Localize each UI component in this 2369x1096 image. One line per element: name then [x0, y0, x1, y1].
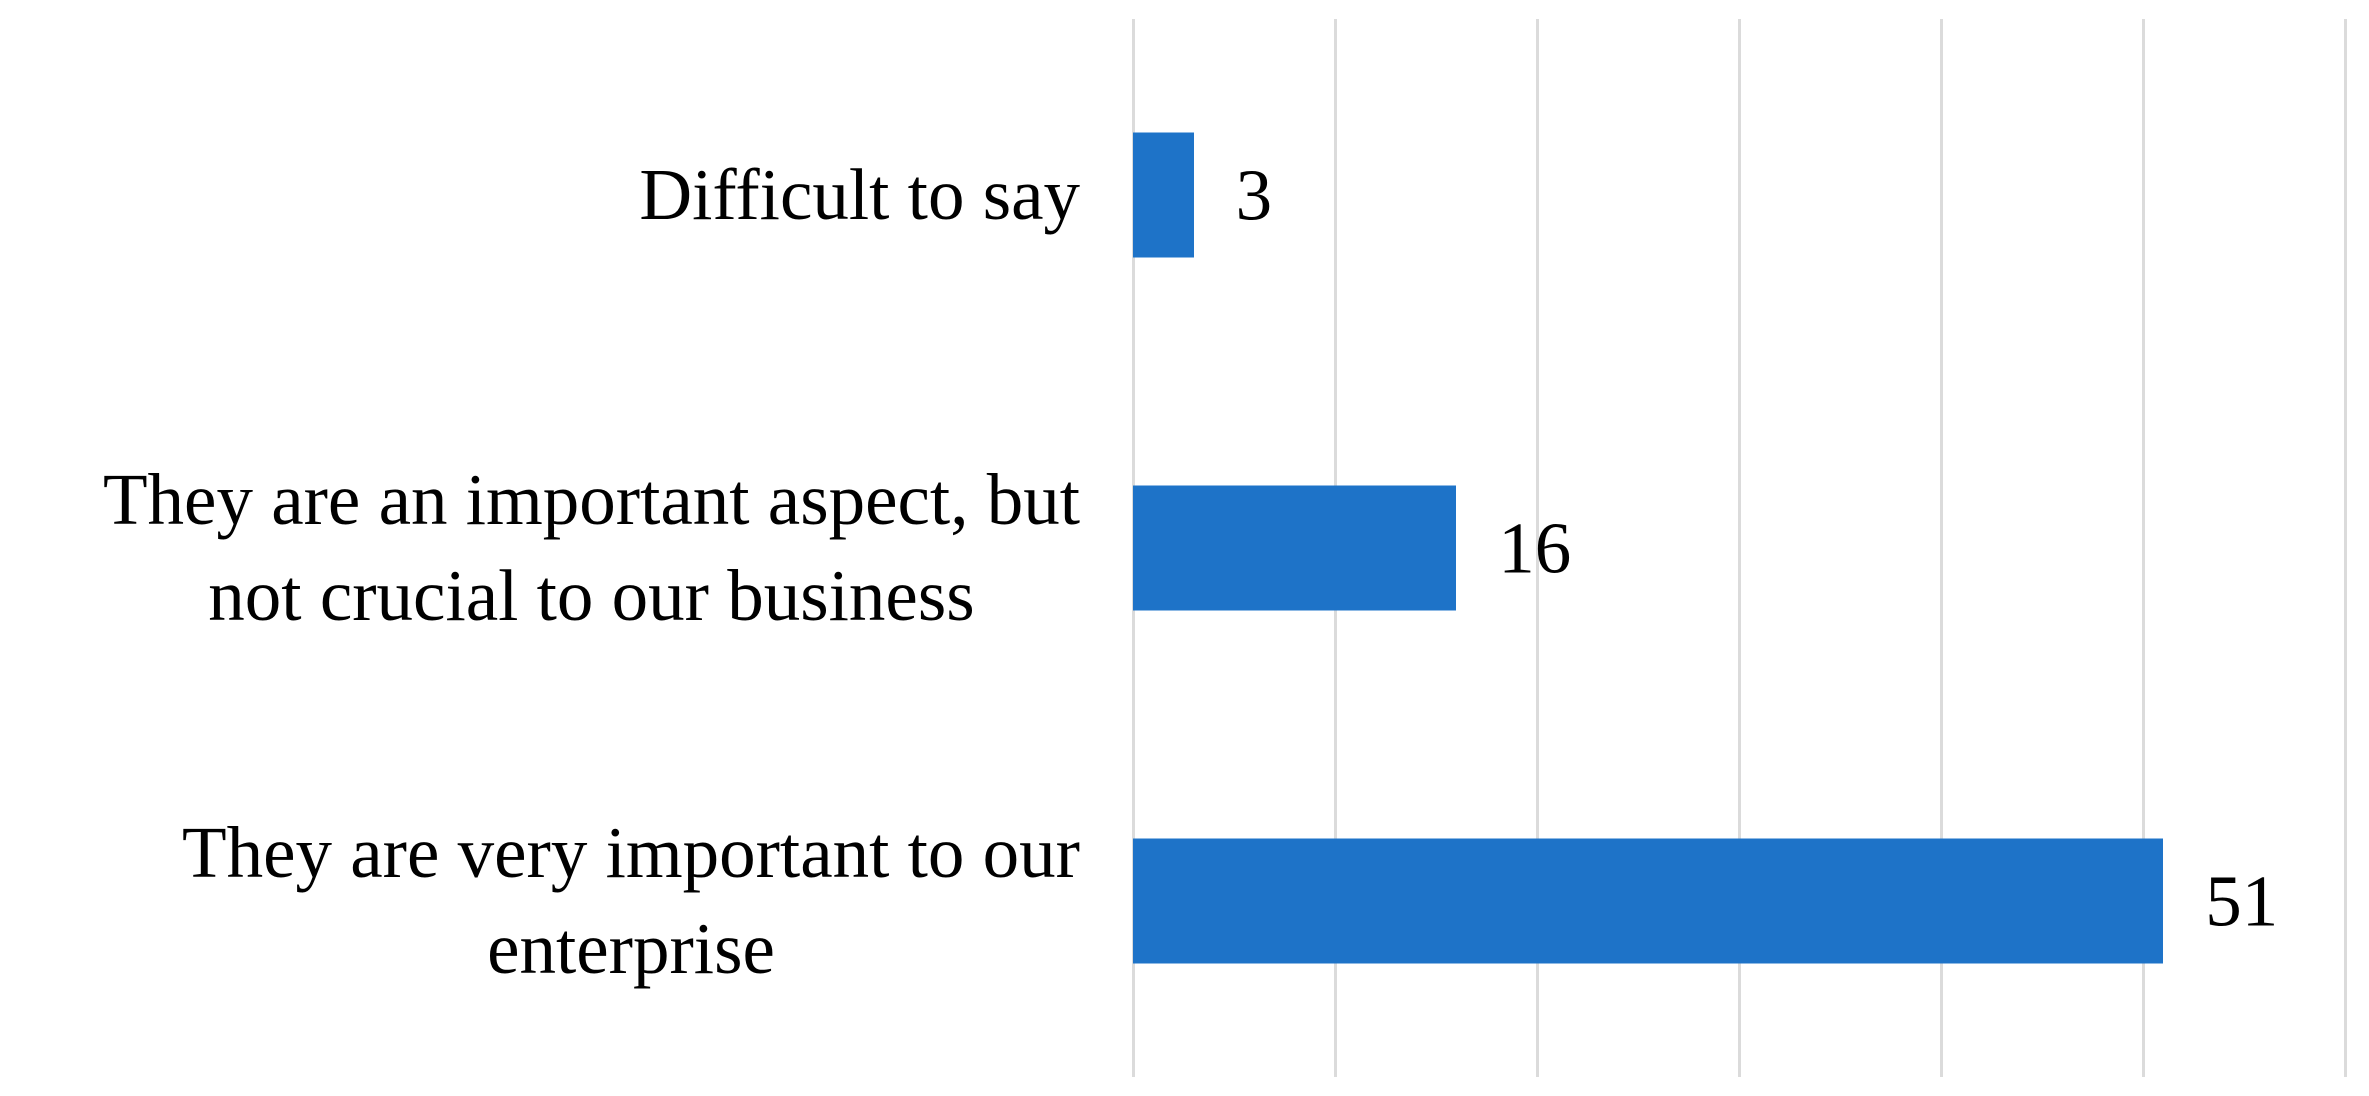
bar-very-important-to-enterprise	[1133, 838, 2164, 964]
category-label-line: enterprise	[487, 907, 775, 989]
gridline	[2343, 19, 2347, 1077]
category-label-line: Difficult to say	[639, 154, 1080, 236]
gridline	[1939, 19, 1943, 1077]
gridline	[1737, 19, 1741, 1077]
value-label-difficult-to-say: 3	[1235, 154, 1273, 236]
category-label-very-important-to-enterprise: They are very important to our enterpris…	[182, 805, 1080, 997]
value-label-important-aspect-not-crucial: 16	[1498, 507, 1572, 589]
category-label-line: They are an important aspect, but	[102, 459, 1080, 540]
value-label-very-important-to-enterprise: 51	[2205, 860, 2279, 942]
bar-important-aspect-not-crucial	[1133, 485, 1457, 611]
category-label-important-aspect-not-crucial: They are an important aspect, but not cr…	[103, 452, 1080, 644]
gridline	[1535, 19, 1539, 1077]
category-label-difficult-to-say: Difficult to say	[639, 147, 1080, 243]
category-label-line: not crucial to our business	[208, 555, 975, 636]
gridline	[2141, 19, 2145, 1077]
category-label-line: They are very important to our	[182, 811, 1080, 893]
plot-area: 3 16 51	[1131, 19, 2347, 1077]
bar-difficult-to-say	[1133, 132, 1194, 258]
